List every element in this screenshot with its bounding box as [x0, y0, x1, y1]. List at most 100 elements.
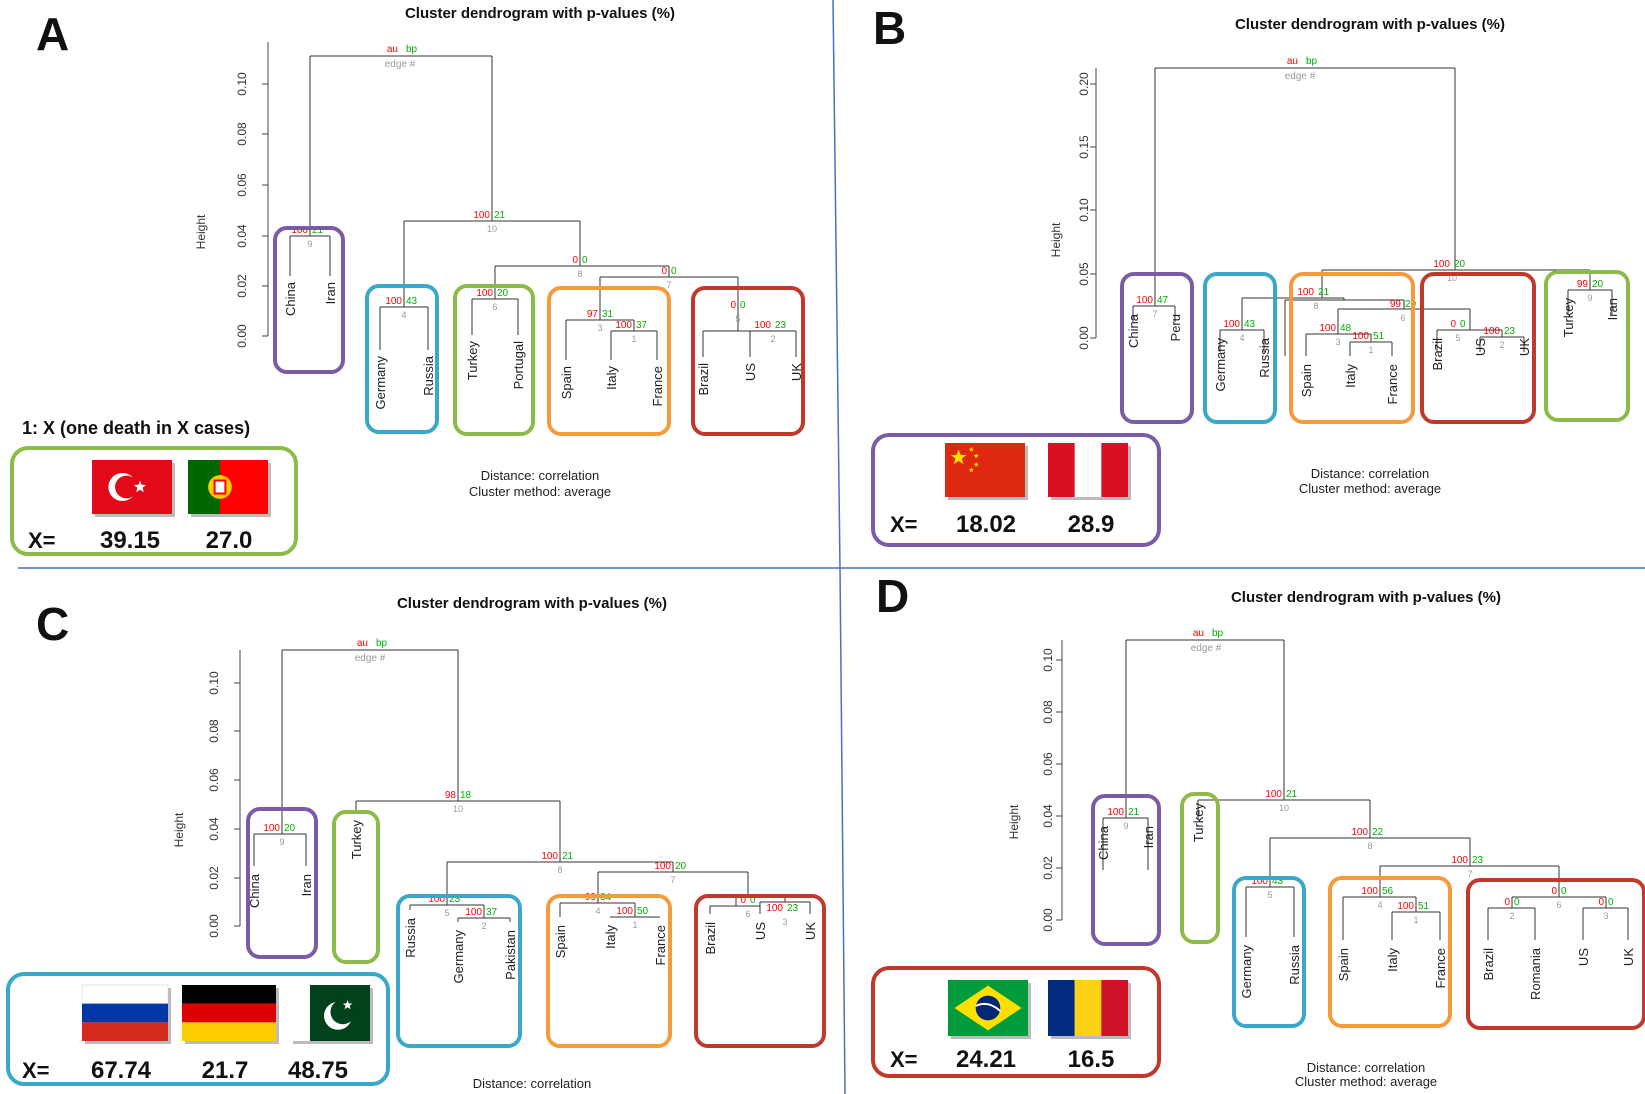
bp-pvalue: 0: [1561, 886, 1567, 897]
bp-pvalue: 56: [1382, 886, 1394, 897]
bp-pvalue: 0: [740, 300, 746, 311]
leaf-label: Brazil: [1430, 338, 1445, 371]
bp-pvalue: 20: [1405, 299, 1417, 310]
bp-pvalue: 20: [675, 861, 687, 872]
edge-legend-label: edge #: [1191, 643, 1222, 654]
leaf-label: US: [1576, 948, 1591, 966]
y-tick-label: 0.04: [207, 817, 221, 841]
bp-pvalue: 23: [787, 903, 799, 914]
bp-pvalue: 0: [750, 895, 756, 906]
leaf-label: Brazil: [703, 922, 718, 955]
leaf-label: Russia: [403, 917, 418, 958]
edge-number: 2: [1499, 340, 1504, 350]
bp-pvalue: 20: [1592, 279, 1604, 290]
edge-number: 9: [279, 837, 284, 847]
edge-number: 7: [666, 280, 671, 290]
bp-pvalue: 37: [486, 907, 498, 918]
panel-letter: B: [873, 2, 906, 54]
y-axis-label: Height: [194, 214, 208, 249]
distance-caption: Distance: correlation: [473, 1076, 592, 1091]
pakistan-flag-icon: [290, 985, 373, 1044]
leaf-label: Italy: [1385, 948, 1400, 972]
y-tick-label: 0.15: [1077, 135, 1091, 159]
leaf-label: Italy: [604, 366, 619, 390]
leaf-label: China: [1096, 825, 1111, 860]
leaf-label: UK: [789, 363, 804, 381]
bp-pvalue: 21: [1286, 789, 1298, 800]
death-ratio-legend: X= 67.74 21.7 48.75: [6, 972, 390, 1086]
edge-number: 9: [1587, 293, 1592, 303]
cluster-highlight-box: [365, 284, 439, 434]
cluster-highlight-box: [246, 807, 318, 959]
leaf-label: Peru: [1168, 314, 1183, 341]
leaf-label: Brazil: [696, 363, 711, 396]
bp-pvalue: 18: [460, 790, 472, 801]
edge-legend-label: edge #: [1285, 71, 1316, 82]
bp-pvalue: 0: [1514, 897, 1520, 908]
au-pvalue: 100: [1397, 901, 1414, 912]
au-pvalue: 100: [766, 903, 783, 914]
au-pvalue: 0: [1598, 897, 1604, 908]
cluster-highlight-box: [1420, 272, 1536, 424]
edge-number: 6: [492, 302, 497, 312]
leaf-label: Iran: [1605, 298, 1620, 320]
edge-number: 1: [631, 334, 636, 344]
au-pvalue: 100: [263, 823, 280, 834]
panel-title: Cluster dendrogram with p-values (%): [1235, 16, 1505, 33]
y-axis: 0.00 0.02 0.04 0.06 0.08 0.10 Height: [1007, 640, 1063, 932]
y-tick-label: 0.02: [1041, 856, 1055, 880]
au-pvalue: 100: [1265, 789, 1282, 800]
edge-legend-label: edge #: [385, 59, 416, 70]
romania-flag-icon: [1048, 980, 1131, 1039]
leaf-label: Germany: [451, 930, 466, 984]
leaf-label: Turkey: [349, 820, 364, 860]
au-pvalue: 100: [754, 320, 771, 331]
leaf-label: US: [743, 363, 758, 381]
edge-number: 7: [670, 875, 675, 885]
bp-legend-label: bp: [406, 44, 418, 55]
y-tick-label: 0.00: [1041, 908, 1055, 932]
au-pvalue: 0: [1551, 886, 1557, 897]
panel-letter: C: [36, 598, 69, 650]
leaf-label: Pakistan: [503, 930, 518, 980]
bp-pvalue: 51: [1373, 331, 1385, 342]
leaf-label: UK: [1621, 948, 1636, 966]
cluster-highlight-box: [453, 284, 535, 436]
leaf-label: Brazil: [1481, 948, 1496, 981]
edge-number: 7: [1152, 309, 1157, 319]
edge-legend-label: edge #: [355, 653, 386, 664]
y-tick-label: 0.08: [1041, 700, 1055, 724]
y-tick-label: 0.00: [207, 914, 221, 938]
cluster-highlight-box: [1466, 878, 1645, 1030]
edge-number: 3: [1603, 911, 1608, 921]
y-tick-label: 0.06: [235, 173, 249, 197]
bp-pvalue: 0: [671, 266, 677, 277]
leaf-label: UK: [803, 922, 818, 940]
death-ratio-value: 18.02: [956, 511, 1016, 538]
peru-flag-icon: [1048, 443, 1131, 500]
bp-pvalue: 37: [636, 320, 648, 331]
edge-number: 4: [401, 310, 406, 320]
edge-number: 9: [1123, 821, 1128, 831]
cluster-highlight-box: [1180, 792, 1220, 944]
leaf-label: Spain: [559, 366, 574, 399]
au-legend-label: au: [1287, 56, 1298, 67]
leaf-label: France: [653, 925, 668, 965]
cluster-highlight-box: [1203, 272, 1277, 424]
edge-number: 5: [444, 908, 449, 918]
cluster-highlight-box: [1328, 876, 1452, 1028]
y-axis-label: Height: [1007, 804, 1021, 839]
bp-pvalue: 43: [1244, 319, 1256, 330]
cluster-highlight-box: [1091, 794, 1161, 946]
edge-number: 9: [307, 239, 312, 249]
au-pvalue: 99: [1577, 279, 1589, 290]
edge-number: 10: [453, 804, 463, 814]
leaf-label: US: [1473, 338, 1488, 356]
turkey-flag-icon: [92, 460, 175, 517]
au-pvalue: 97: [587, 309, 599, 320]
bp-pvalue: 21: [1318, 287, 1330, 298]
germany-flag-icon: [182, 985, 279, 1044]
panel-letter: D: [876, 570, 909, 622]
death-ratio-legend: X= 24.21 16.5: [871, 966, 1161, 1078]
